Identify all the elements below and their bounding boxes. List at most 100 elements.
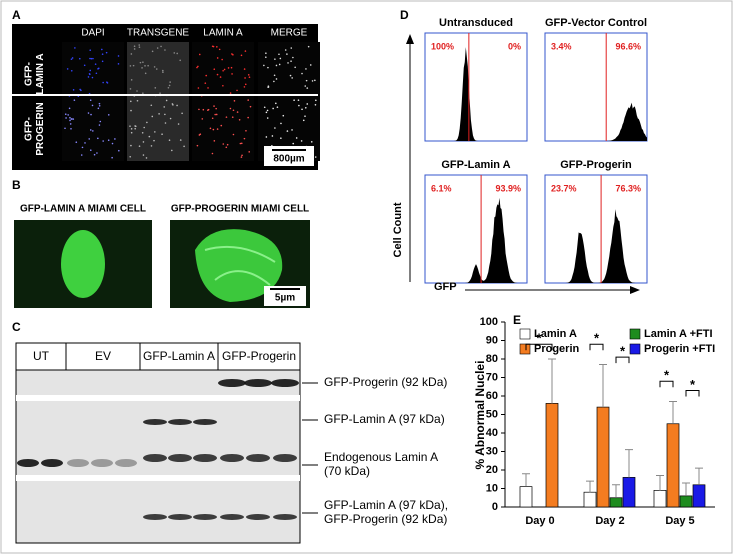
nucleus: [80, 154, 83, 156]
blot: [15, 342, 301, 544]
nucleus: [91, 76, 94, 79]
nucleus: [87, 112, 90, 114]
nucleus: [117, 63, 120, 65]
nucleus: [134, 127, 136, 130]
nucleus: [168, 84, 171, 87]
nucleus: [155, 68, 158, 70]
nucleus: [71, 57, 74, 59]
y-tick-label: 100: [480, 316, 498, 328]
legend-swatch: [519, 343, 531, 355]
bracket: [589, 343, 604, 351]
nucleus: [265, 52, 267, 55]
nucleus: [68, 107, 71, 110]
band: [41, 459, 63, 467]
nucleus: [271, 135, 274, 137]
blot-gap: [16, 475, 300, 481]
micrograph: [62, 97, 124, 161]
nucleus: [74, 47, 76, 49]
nucleus: [146, 121, 148, 124]
nucleus: [130, 53, 133, 55]
nucleus: [98, 124, 101, 126]
nucleus: [220, 124, 223, 127]
nucleus: [101, 53, 104, 55]
nucleus: [275, 64, 278, 67]
nucleus: [306, 103, 309, 105]
caption: GFP-LAMIN A MIAMI CELL: [20, 204, 146, 215]
nucleus: [273, 80, 275, 83]
band-label: GFP-Lamin A (97 kDa): [324, 412, 445, 426]
nucleus: [161, 133, 163, 136]
nucleus: [289, 74, 292, 77]
nucleus: [92, 130, 94, 132]
nucleus: [249, 105, 252, 108]
nucleus: [222, 69, 224, 72]
nucleus: [132, 64, 135, 67]
nucleus: [65, 117, 67, 119]
nucleus: [101, 48, 103, 51]
nucleus: [266, 117, 269, 119]
nucleus: [248, 76, 251, 78]
nucleus: [232, 53, 234, 56]
nucleus: [106, 81, 108, 83]
error-bar: [612, 484, 620, 498]
y-tick-label: 70: [486, 371, 498, 383]
panel-label: D: [400, 8, 409, 22]
gate-percent: 0%: [508, 41, 521, 51]
nucleus: [232, 109, 235, 112]
nucleus: [280, 122, 282, 125]
row-header: GFP-LAMIN A: [23, 53, 46, 94]
legend-label: Progerin: [534, 343, 580, 355]
gate-percent: 100%: [431, 41, 454, 51]
band: [244, 379, 272, 387]
nucleus: [164, 49, 166, 51]
nucleus: [88, 72, 91, 75]
nucleus: [226, 143, 229, 146]
nucleus: [240, 54, 243, 57]
nucleus: [301, 72, 303, 75]
arrow-head: [406, 34, 414, 44]
histogram-title: GFP-Vector Control: [545, 17, 647, 29]
nucleus: [130, 109, 132, 112]
nucleus: [306, 87, 309, 89]
nucleus: [165, 99, 168, 102]
nucleus: [280, 137, 282, 139]
nucleus: [171, 149, 173, 152]
nucleus: [198, 134, 201, 136]
nucleus: [290, 60, 292, 62]
histogram: [545, 209, 647, 283]
nucleus: [111, 142, 114, 145]
histogram-frame: [544, 174, 648, 284]
nucleus: [151, 50, 154, 53]
caption: GFP-PROGERIN MIAMI CELL: [171, 204, 309, 215]
nucleus: [225, 116, 228, 118]
nucleus: [274, 58, 276, 60]
nucleus: [84, 142, 86, 144]
band: [246, 454, 270, 462]
axis-label: GFP: [434, 281, 457, 293]
nucleus: [89, 69, 92, 72]
y-tick-label: 60: [486, 390, 498, 402]
bar: [666, 423, 680, 508]
nucleus: [302, 119, 305, 122]
nucleus: [87, 76, 90, 78]
nucleus: [205, 74, 208, 77]
band: [143, 514, 167, 520]
nucleus: [241, 154, 243, 157]
legend-label: Progerin +FTI: [644, 343, 715, 355]
nucleus: [240, 142, 243, 145]
nucleus: [248, 151, 251, 153]
nucleus: [75, 141, 78, 144]
nucleus: [97, 67, 100, 70]
nucleus: [101, 60, 104, 63]
micrograph: [127, 42, 189, 106]
nucleus: [265, 136, 268, 138]
nucleus: [159, 92, 161, 94]
nucleus: [72, 89, 75, 91]
nucleus: [95, 72, 98, 75]
gate-percent: 6.1%: [431, 183, 452, 193]
nucleus: [198, 53, 201, 56]
nucleus: [204, 82, 207, 84]
nucleus: [90, 57, 93, 60]
band: [168, 454, 192, 462]
nucleus: [293, 99, 295, 101]
